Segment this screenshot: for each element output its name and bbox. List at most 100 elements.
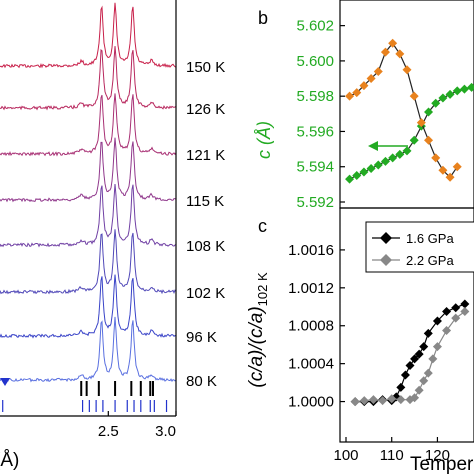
data-point <box>366 163 376 173</box>
panel-c-ratio: c (c/a)/(c/a)102 K 1.00001.00041.00081.0… <box>246 207 474 474</box>
series-line <box>349 42 458 179</box>
panel-c-letter: c <box>258 216 267 236</box>
panel-c-series <box>350 299 470 407</box>
diffraction-curve <box>0 46 176 111</box>
data-point <box>409 135 419 145</box>
data-point <box>366 74 376 84</box>
data-point <box>428 354 438 364</box>
temperature-label: 121 K <box>186 147 225 164</box>
data-point <box>451 313 461 323</box>
panel-b-series <box>345 38 474 184</box>
data-point <box>396 395 406 405</box>
data-point <box>387 394 397 404</box>
panel-c-x-ticks: 100 110 120 <box>333 437 450 464</box>
data-point <box>442 307 452 317</box>
data-point <box>396 382 406 392</box>
panel-a-x-ticks: 2.5 3.0 <box>98 411 177 440</box>
data-point <box>402 146 412 156</box>
panel-c-frame <box>339 207 474 443</box>
data-point <box>414 385 424 395</box>
panel-a-diffraction: 150 K 126 K 121 K 115 K 108 K 102 K 96 K 80 K 2… <box>0 0 225 471</box>
panel-c-y-label: (c/a)/(c/a)102 K <box>246 272 270 388</box>
temperature-label: 108 K <box>186 238 225 255</box>
data-point <box>373 66 383 76</box>
data-point <box>350 397 360 407</box>
y-tick-label: 5.592 <box>296 194 334 211</box>
diffraction-curve <box>0 137 176 203</box>
data-point <box>467 82 474 92</box>
panel-b-y-ticks: 5.592 5.594 5.596 5.598 5.600 5.602 <box>296 18 345 211</box>
data-point <box>388 38 398 48</box>
y-tick-label: 5.594 <box>296 159 334 176</box>
x-tick-label: 100 <box>333 447 358 464</box>
data-point <box>345 91 355 101</box>
series-green <box>345 82 474 184</box>
temperature-label: 102 K <box>186 285 225 302</box>
data-point <box>414 349 424 359</box>
diffraction-curve <box>0 274 176 339</box>
data-point <box>410 393 420 403</box>
legend: 1.6 GPa 2.2 GPa <box>365 221 474 273</box>
reflection-ticks-black <box>80 381 154 396</box>
y-tick-label: 1.0012 <box>288 280 334 297</box>
legend-marker-black <box>380 232 392 244</box>
data-point <box>451 303 461 313</box>
series-2-2-gpa <box>350 307 470 407</box>
data-point <box>345 174 355 184</box>
x-tick-label: 2.5 <box>98 423 119 440</box>
y-tick-label: 1.0016 <box>288 242 334 259</box>
data-point <box>432 316 442 326</box>
temperature-label: 150 K <box>186 59 225 76</box>
data-point <box>410 354 420 364</box>
data-point <box>368 395 378 405</box>
data-point <box>378 396 388 406</box>
panel-c-y-ticks: 1.0000 1.0004 1.0008 1.0012 1.0016 <box>288 242 345 411</box>
data-point <box>359 167 369 177</box>
data-point <box>419 342 429 352</box>
panel-c-x-label: Temper <box>410 454 474 474</box>
data-point <box>380 47 390 57</box>
y-tick-label: 5.596 <box>296 123 334 140</box>
data-point <box>380 156 390 166</box>
data-point <box>442 325 452 335</box>
temperature-labels: 150 K 126 K 121 K 115 K 108 K 102 K 96 K 80 K <box>186 59 225 390</box>
data-point <box>431 98 441 108</box>
data-point <box>424 107 434 117</box>
legend-label-1: 1.6 GPa <box>406 231 454 246</box>
temperature-label: 126 K <box>186 101 225 118</box>
arrow-marker-icon <box>0 378 10 386</box>
data-point <box>423 328 433 338</box>
series-line <box>349 86 472 180</box>
data-point <box>423 368 433 378</box>
x-tick-label: 3.0 <box>155 423 176 440</box>
temperature-label: 115 K <box>186 193 224 210</box>
y-tick-label: 1.0000 <box>288 394 334 411</box>
x-tick-label: 120 <box>425 447 450 464</box>
data-point <box>459 84 469 94</box>
temperature-label: 80 K <box>186 373 217 390</box>
data-point <box>419 376 429 386</box>
data-point <box>452 86 462 96</box>
series-line <box>355 311 466 403</box>
temperature-label: 96 K <box>186 329 217 346</box>
panel-b-c-lattice: b c (Å) 5.592 5.594 5.596 5.598 5.600 5.602 <box>254 0 474 211</box>
diffraction-curve <box>0 2 176 69</box>
y-tick-label: 1.0004 <box>288 356 334 373</box>
data-point <box>352 88 362 98</box>
reflection-ticks-blue <box>2 400 168 412</box>
diffraction-curves <box>0 2 176 383</box>
data-point <box>373 160 383 170</box>
data-point <box>432 342 442 352</box>
data-point <box>416 118 426 128</box>
data-point <box>395 149 405 159</box>
data-point <box>431 153 441 163</box>
legend-marker-gray <box>380 254 392 266</box>
data-point <box>445 172 455 182</box>
data-point <box>445 89 455 99</box>
data-point <box>359 81 369 91</box>
legend-label-2: 2.2 GPa <box>406 253 454 268</box>
diffraction-curve <box>0 316 176 383</box>
data-point <box>359 396 369 406</box>
y-tick-label: 5.602 <box>296 18 334 35</box>
